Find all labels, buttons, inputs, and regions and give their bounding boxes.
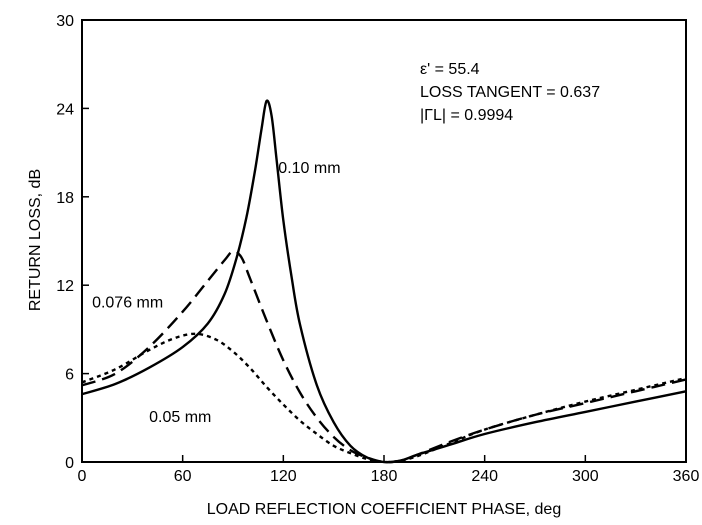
x-tick-label: 240 xyxy=(471,468,498,485)
x-tick-label: 60 xyxy=(174,468,192,485)
y-tick-label: 24 xyxy=(56,101,74,118)
series-label-3: 0.05 mm xyxy=(149,409,211,426)
x-axis-label: LOAD REFLECTION COEFFICIENT PHASE, deg xyxy=(207,501,561,518)
x-tick-label: 120 xyxy=(270,468,297,485)
y-tick-label: 6 xyxy=(65,367,74,384)
series-label-1: 0.10 mm xyxy=(278,160,340,177)
annotation-permittivity: ε' = 55.4 xyxy=(420,61,480,78)
x-tick-label: 300 xyxy=(572,468,599,485)
y-tick-label: 12 xyxy=(56,278,74,295)
series-line-2 xyxy=(81,250,687,464)
y-tick-label: 30 xyxy=(56,13,74,30)
x-tick-label: 0 xyxy=(78,468,87,485)
y-axis-label: RETURN LOSS, dB xyxy=(27,169,44,311)
series-line-1 xyxy=(81,99,687,464)
x-tick-label: 180 xyxy=(371,468,398,485)
series-line-3 xyxy=(81,332,687,464)
series-label-2: 0.076 mm xyxy=(92,294,163,311)
y-tick-label: 18 xyxy=(56,190,74,207)
x-tick-label: 360 xyxy=(673,468,700,485)
y-tick-label: 0 xyxy=(65,455,74,472)
annotation-loss-tangent: LOSS TANGENT = 0.637 xyxy=(420,84,600,101)
annotation-reflection-magnitude: |ΓL| = 0.9994 xyxy=(420,107,513,124)
